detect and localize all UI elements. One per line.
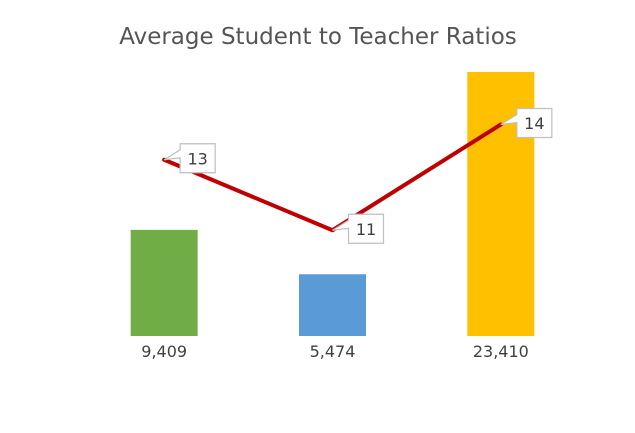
- category-label-1: 9,409: [141, 342, 187, 361]
- chart-title: Average Student to Teacher Ratios: [119, 24, 517, 50]
- bar-2: [299, 274, 366, 336]
- bars-layer: [130, 71, 535, 336]
- data-label-3: 14: [524, 114, 544, 133]
- data-label-2: 11: [356, 220, 376, 239]
- category-label-2: 5,474: [310, 342, 356, 361]
- bar-1: [130, 229, 198, 336]
- data-label-1: 13: [187, 149, 207, 168]
- line-layer: [162, 122, 503, 233]
- data-callout-3: [500, 107, 553, 139]
- labels-layer: 9,409 5,474 23,410 13 11 14: [141, 107, 553, 361]
- data-callout-2: [332, 213, 385, 244]
- category-label-3: 23,410: [473, 342, 529, 361]
- ratio-line: [162, 122, 503, 233]
- data-callout-1: [163, 143, 216, 174]
